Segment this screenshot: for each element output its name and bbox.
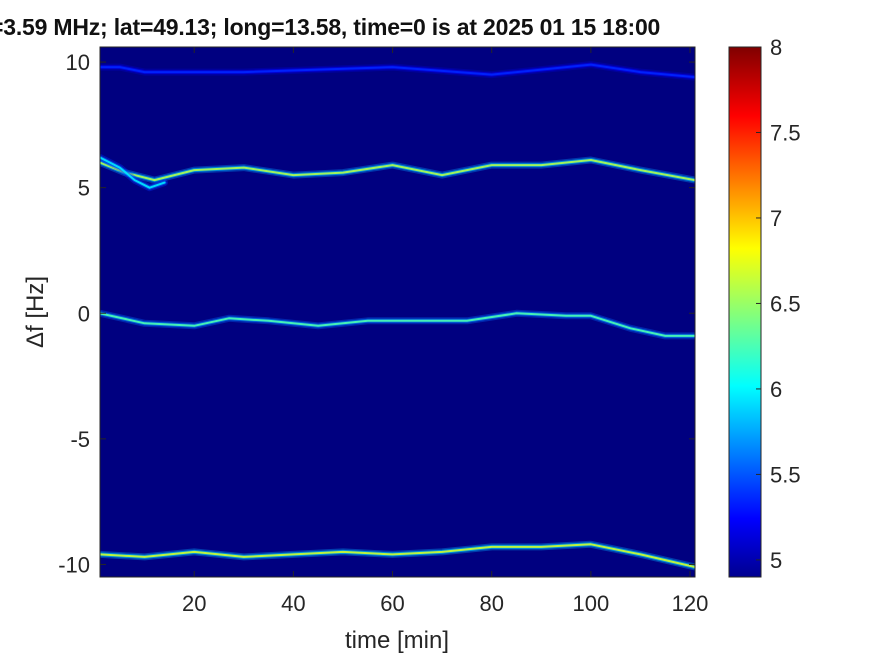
y-tick-layer: -10 -5 0 5 10: [58, 50, 695, 577]
y-tick-label: 10: [66, 50, 90, 75]
trace-3-layer-3: [100, 312, 695, 337]
colorbar-tick-label: 5.5: [770, 462, 801, 487]
trace-2-layer-3: [100, 156, 166, 189]
colorbar-tick-label: 5: [770, 548, 782, 573]
colorbar-tick-label: 6.5: [770, 291, 801, 316]
y-tick-label: 5: [78, 176, 90, 201]
x-tick-label: 120: [672, 591, 709, 616]
y-tick-label: -10: [58, 552, 90, 577]
trace-1-layer-3: [100, 159, 695, 182]
trace-layer: [100, 61, 695, 571]
chart-title: =3.59 MHz; lat=49.13; long=13.58, time=0…: [0, 14, 661, 40]
colorbar: [728, 46, 762, 578]
colorbar-tick-label: 7.5: [770, 120, 801, 145]
x-tick-label: 20: [182, 591, 206, 616]
x-axis-label: time [min]: [345, 627, 449, 654]
plot-frame: [99, 46, 696, 578]
x-tick-label: 80: [479, 591, 503, 616]
y-axis-label: Δf [Hz]: [22, 276, 49, 348]
x-tick-layer: 20 40 60 80 100 120: [182, 47, 708, 616]
plot-background: [100, 47, 695, 577]
trace-4-layer-3: [100, 543, 695, 568]
trace-5-layer-3: [100, 63, 695, 79]
colorbar-tick-layer: 5 5.5 6 6.5 7 7.5 8: [756, 35, 801, 573]
colorbar-tick-label: 6: [770, 377, 782, 402]
x-tick-label: 60: [380, 591, 404, 616]
colorbar-tick-label: 8: [770, 35, 782, 60]
x-tick-label: 40: [281, 591, 305, 616]
colorbar-tick-label: 7: [770, 206, 782, 231]
x-tick-label: 100: [573, 591, 610, 616]
y-tick-label: 0: [78, 301, 90, 326]
y-tick-label: -5: [70, 427, 90, 452]
